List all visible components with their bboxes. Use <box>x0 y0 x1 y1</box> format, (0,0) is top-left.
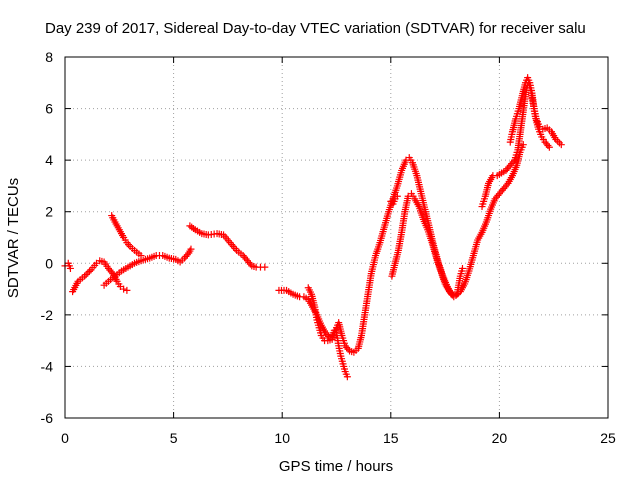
data-point <box>509 158 517 166</box>
series-arc1 <box>61 259 74 272</box>
series-arc3 <box>108 212 145 260</box>
x-tick-label: 10 <box>274 430 290 446</box>
y-tick-label: -2 <box>41 307 54 323</box>
data-point <box>81 272 89 280</box>
series-arc10 <box>478 79 553 211</box>
data-point <box>448 291 456 299</box>
y-tick-labels: -6 -4 -2 0 2 4 6 8 <box>41 49 54 426</box>
data-point <box>120 285 128 293</box>
y-tick-label: 0 <box>45 255 53 271</box>
chart-title: Day 239 of 2017, Sidereal Day-to-day VTE… <box>45 20 586 37</box>
x-tick-label: 15 <box>383 430 399 446</box>
data-point <box>458 264 466 272</box>
data-point <box>107 268 115 276</box>
data-point <box>187 245 195 253</box>
data-point <box>66 264 74 272</box>
series-arc7 <box>304 141 527 356</box>
data-point <box>557 141 565 149</box>
data-point <box>393 192 401 200</box>
data-point <box>82 271 90 279</box>
y-tick-label: -6 <box>41 410 54 426</box>
data-point <box>545 143 553 151</box>
data-point <box>344 345 352 353</box>
data-point <box>555 139 563 147</box>
axis-ticks <box>64 56 609 419</box>
x-tick-label: 5 <box>170 430 178 446</box>
data-point <box>325 332 333 340</box>
data-point <box>123 286 131 294</box>
data-point <box>183 251 191 259</box>
data-point <box>544 142 552 150</box>
data-point <box>246 260 254 268</box>
data-point <box>85 267 93 275</box>
x-axis-title: GPS time / hours <box>279 458 393 475</box>
series-arc4 <box>100 245 195 289</box>
data-point <box>503 181 511 189</box>
series-arc8 <box>388 190 466 301</box>
series-arc11 <box>506 74 565 149</box>
y-axis-title: SDTVAR / TECUs <box>5 178 22 298</box>
y-tick-label: 8 <box>45 49 53 65</box>
data-point <box>343 373 351 381</box>
y-tick-label: -4 <box>41 358 54 374</box>
grid-lines <box>65 57 608 418</box>
plot-frame <box>64 56 609 419</box>
data-point <box>261 263 269 271</box>
x-tick-label: 20 <box>492 430 508 446</box>
x-tick-label: 0 <box>61 430 69 446</box>
series-arc9 <box>387 192 401 208</box>
x-tick-labels: 0 5 10 15 20 25 <box>61 430 616 446</box>
y-tick-label: 2 <box>45 204 53 220</box>
data-point <box>519 141 527 149</box>
y-tick-label: 4 <box>45 152 53 168</box>
y-tick-label: 6 <box>45 101 53 117</box>
x-tick-label: 25 <box>600 430 616 446</box>
data-points <box>61 74 565 381</box>
data-point <box>84 269 92 277</box>
series-arc5 <box>186 222 269 271</box>
